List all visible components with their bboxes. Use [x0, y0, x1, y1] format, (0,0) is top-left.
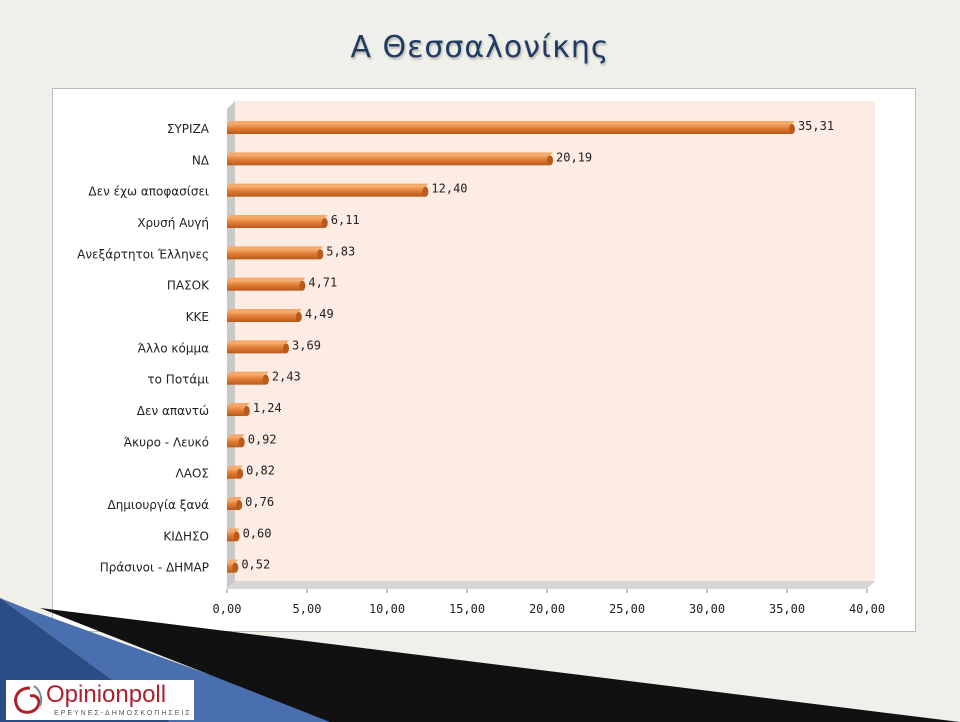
bar-top [227, 434, 245, 438]
bar-end [262, 374, 269, 385]
category-label: Χρυσή Αυγή [137, 216, 209, 230]
bar [227, 468, 241, 479]
bar-top [227, 215, 328, 218]
value-label: 0,92 [248, 432, 277, 446]
category-label: Πράσινοι - ΔΗΜΑΡ [100, 561, 209, 575]
bar [227, 124, 792, 134]
category-label: Άκυρο - Λευκό [124, 435, 209, 449]
x-tick-label: 15,00 [449, 602, 485, 616]
category-label: Δεν απαντώ [137, 404, 209, 418]
bar-top [227, 246, 324, 250]
logo-swirl-icon [14, 685, 43, 714]
bar-top [227, 465, 244, 469]
value-label: 0,76 [245, 495, 274, 509]
x-tick-label: 0,00 [213, 602, 242, 616]
bar-end [317, 249, 324, 260]
bar [227, 343, 287, 354]
value-label: 3,69 [292, 338, 321, 352]
x-tick-label: 10,00 [369, 602, 405, 616]
bar-end [238, 437, 245, 448]
plot-floor [227, 581, 875, 589]
value-label: 35,31 [798, 119, 834, 133]
opinionpoll-logo: Opinionpoll ΕΡΕΥΝΕΣ-ΔΗΜΟΣΚΟΠΗΣΕΙΣ [6, 680, 194, 720]
bar-top [227, 403, 250, 406]
bar [227, 562, 236, 573]
bar-end [295, 312, 302, 322]
bar [227, 374, 266, 385]
category-label: ΝΔ [192, 153, 210, 167]
x-tick-label: 20,00 [529, 602, 565, 616]
category-label: ΣΥΡΙΖΑ [167, 122, 210, 136]
logo-name: Opinionpoll [46, 681, 167, 708]
x-tick-label: 5,00 [293, 602, 322, 616]
category-label: Δεν έχω αποφασίσει [88, 185, 209, 199]
bar-top [227, 309, 302, 312]
category-label: Άλλο κόμμα [138, 341, 209, 355]
bar-top [227, 528, 240, 532]
category-label: ΛΑΟΣ [176, 467, 209, 481]
plot-area [227, 101, 875, 589]
value-label: 1,24 [253, 401, 282, 415]
category-label: Δημιουργία ξανά [107, 498, 209, 512]
value-label: 6,11 [331, 213, 360, 227]
value-label: 0,52 [241, 558, 270, 572]
slide-title: Α Θεσσαλονίκης [350, 30, 610, 65]
bar-end [236, 500, 243, 510]
bar [227, 280, 303, 291]
bar [227, 218, 325, 228]
category-label: ΚΚΕ [186, 310, 209, 324]
bar-chart: 0,00 5,00 10,00 15,00 20,00 25,00 30,00 35,00 40… [77, 101, 885, 616]
bar-top [227, 340, 290, 344]
bar-top [227, 183, 429, 187]
bar [227, 406, 247, 416]
value-label: 2,43 [272, 370, 301, 384]
decorative-swoosh [0, 598, 960, 722]
bar [227, 312, 299, 322]
logo-tagline: ΕΡΕΥΝΕΣ-ΔΗΜΟΣΚΟΠΗΣΕΙΣ [54, 710, 192, 717]
bar-top [227, 277, 306, 281]
bar [227, 500, 240, 510]
category-label: ΚΙΔΗΣΟ [163, 529, 209, 543]
bar [227, 155, 551, 166]
bar-end [321, 218, 328, 228]
bar-top [227, 497, 243, 500]
chart-panel: 0,00 5,00 10,00 15,00 20,00 25,00 30,00 35,00 40… [52, 88, 916, 632]
bar-end [299, 280, 306, 291]
bar-end [422, 186, 429, 197]
value-label: 12,40 [431, 182, 467, 196]
bar-end [232, 562, 239, 573]
value-label: 4,71 [308, 276, 337, 290]
bar [227, 531, 237, 542]
value-label: 20,19 [556, 150, 592, 164]
value-label: 4,49 [305, 307, 334, 321]
value-label: 0,82 [246, 464, 275, 478]
bar-end [243, 406, 250, 416]
bar [227, 437, 242, 448]
value-label: 5,83 [326, 244, 355, 258]
bar [227, 249, 321, 260]
bar-end [283, 343, 290, 354]
bar-end [788, 124, 795, 134]
value-label: 0,60 [243, 526, 272, 540]
x-tick-label: 40,00 [849, 602, 885, 616]
x-tick-label: 35,00 [769, 602, 805, 616]
bar-top [227, 371, 269, 375]
bar-top [227, 121, 795, 124]
bar-end [547, 155, 554, 166]
category-label: το Ποτάμι [147, 373, 209, 387]
x-tick-label: 25,00 [609, 602, 645, 616]
category-label: ΠΑΣΟΚ [167, 279, 210, 293]
x-tick-label: 30,00 [689, 602, 725, 616]
category-label: Ανεξάρτητοι Έλληνες [77, 247, 209, 261]
bar [227, 186, 426, 197]
bar-end [233, 531, 240, 542]
bar-top [227, 152, 554, 156]
bar-end [237, 468, 244, 479]
bar-top [227, 559, 239, 563]
